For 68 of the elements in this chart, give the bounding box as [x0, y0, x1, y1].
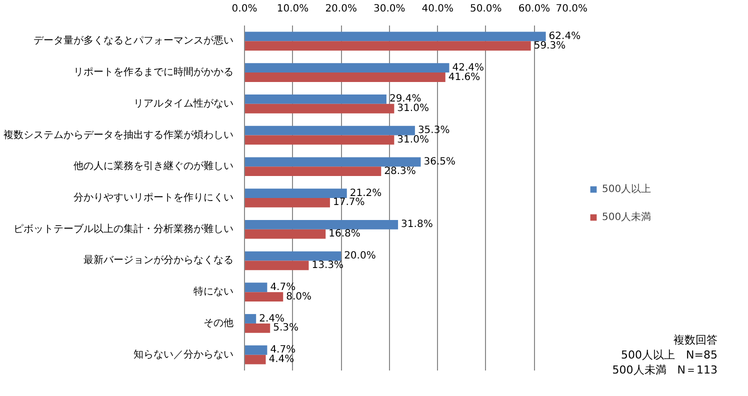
y-tick-label: 分かりやすいリポートを作りにくい	[74, 192, 234, 204]
text: 複数回答	[674, 334, 718, 346]
bar	[244, 260, 309, 270]
data-label: 2.4%	[259, 313, 284, 324]
data-label: 21.2%	[350, 188, 382, 199]
x-tick-label: 70.0%	[556, 4, 588, 14]
y-tick-label: その他	[204, 316, 234, 329]
y-tick-label: データ量が多くなるとパフォーマンスが悪い	[34, 34, 234, 47]
data-label: 59.3%	[534, 40, 566, 52]
bar	[244, 94, 386, 104]
x-tick-label: 20.0%	[325, 4, 357, 14]
data-label: 35.3%	[418, 125, 450, 136]
data-label: 42.4%	[452, 62, 484, 74]
bar	[244, 282, 268, 292]
bar	[244, 126, 415, 136]
data-label: 8.0%	[286, 291, 312, 302]
y-tick-label: 知らない／分からない	[134, 348, 234, 360]
x-tick-label: 0.0%	[232, 4, 258, 14]
bar	[244, 198, 330, 208]
data-label: 28.3%	[384, 166, 416, 177]
data-label: 31.0%	[397, 103, 429, 114]
y-tick-label: ピボットテーブル以上の集計・分析業務が難しい	[14, 222, 234, 235]
y-tick-label: 最新バージョンが分からなくなる	[84, 254, 234, 266]
data-label: 4.4%	[268, 354, 294, 366]
bar	[244, 220, 398, 230]
bar	[244, 41, 531, 51]
bar	[244, 345, 268, 355]
bar	[244, 72, 446, 82]
x-tick-label: 50.0%	[470, 4, 502, 14]
data-label: 17.7%	[332, 197, 365, 208]
bar	[244, 188, 347, 198]
text: 500人以上 N=85	[621, 348, 718, 362]
data-label: 31.0%	[397, 134, 429, 146]
data-label: 41.6%	[448, 72, 480, 83]
y-tick-label: 他の人に業務を引き継ぐのが難しい	[74, 160, 234, 172]
bar	[244, 354, 266, 364]
y-tick-label: 特にない	[194, 286, 234, 298]
data-label: 4.7%	[270, 282, 296, 293]
y-tick-label: リポートを作るまでに時間がかかる	[74, 66, 234, 78]
y-tick-label: 複数システムからデータを抽出する作業が煩わしい	[4, 128, 234, 141]
data-label: 62.4%	[548, 30, 581, 42]
bar	[244, 32, 546, 42]
data-label: 13.3%	[312, 260, 344, 271]
data-label: 4.7%	[270, 344, 296, 356]
text: 500人未満 N＝113	[612, 364, 718, 376]
data-label: 5.3%	[273, 322, 298, 334]
x-tick-label: 60.0%	[518, 4, 550, 14]
bar	[244, 63, 450, 73]
data-label: 20.0%	[344, 250, 376, 262]
x-tick-label: 10.0%	[276, 4, 309, 14]
bar	[244, 166, 382, 176]
bar	[244, 323, 270, 333]
bar	[244, 229, 326, 239]
bar	[244, 157, 421, 167]
bar	[244, 104, 394, 114]
x-tick-label: 30.0%	[373, 4, 406, 14]
bar	[244, 135, 394, 145]
bar	[244, 251, 342, 261]
y-tick-label: リアルタイム性がない	[134, 97, 234, 110]
data-label: 29.4%	[389, 94, 422, 105]
data-label: 31.8%	[401, 219, 433, 230]
x-tick-label: 40.0%	[422, 4, 454, 14]
data-label: 36.5%	[424, 156, 456, 168]
data-label: 16.8%	[328, 228, 360, 240]
bar	[244, 314, 256, 324]
bar	[244, 292, 284, 302]
legend-label: 500人未満	[602, 210, 652, 224]
legend-label: 500人以上	[602, 182, 652, 196]
